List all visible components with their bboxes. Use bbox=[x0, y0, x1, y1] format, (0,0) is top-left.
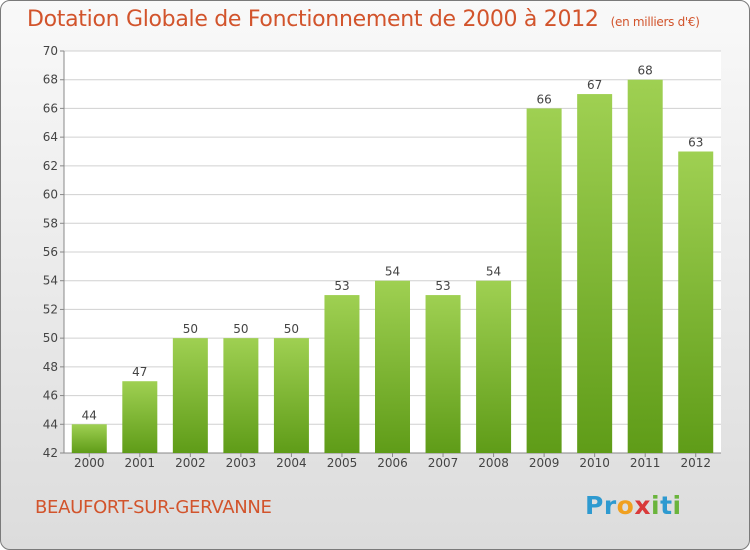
proxiti-logo: Proxiti bbox=[585, 491, 682, 520]
logo-letter: o bbox=[616, 491, 635, 520]
bar-value-label: 68 bbox=[638, 64, 653, 78]
y-tick-label: 50 bbox=[43, 331, 58, 345]
bar-value-label: 50 bbox=[284, 322, 299, 336]
x-tick-label: 2004 bbox=[276, 456, 307, 470]
y-tick-label: 68 bbox=[43, 73, 58, 87]
bar-value-label: 53 bbox=[334, 279, 349, 293]
y-tick-label: 66 bbox=[43, 101, 58, 115]
commune-name: BEAUFORT-SUR-GERVANNE bbox=[35, 497, 272, 518]
y-tick-label: 48 bbox=[43, 360, 58, 374]
bar-value-label: 50 bbox=[183, 322, 198, 336]
bar-value-label: 53 bbox=[435, 279, 450, 293]
bar bbox=[273, 338, 309, 453]
logo-letter: x bbox=[634, 491, 651, 520]
title-text: Dotation Globale de Fonctionnement de 20… bbox=[27, 7, 599, 32]
chart-subtitle: (en milliers d'€) bbox=[610, 15, 700, 29]
logo-letter: i bbox=[651, 491, 661, 520]
bar bbox=[627, 79, 663, 453]
x-tick-label: 2002 bbox=[175, 456, 206, 470]
bar-value-label: 50 bbox=[233, 322, 248, 336]
bar bbox=[526, 108, 562, 453]
y-tick-label: 42 bbox=[43, 446, 58, 460]
x-tick-label: 2008 bbox=[478, 456, 509, 470]
bar-value-label: 63 bbox=[688, 136, 703, 150]
logo-letter: r bbox=[603, 491, 617, 520]
bar bbox=[678, 151, 714, 453]
x-tick-label: 2009 bbox=[529, 456, 560, 470]
y-tick-label: 54 bbox=[43, 274, 58, 288]
x-tick-label: 2001 bbox=[125, 456, 156, 470]
y-tick-label: 60 bbox=[43, 188, 58, 202]
logo-letter: P bbox=[585, 491, 604, 520]
bar-value-label: 67 bbox=[587, 78, 602, 92]
bar-value-label: 54 bbox=[385, 265, 400, 279]
bar-value-label: 47 bbox=[132, 365, 147, 379]
bar bbox=[71, 424, 107, 453]
x-tick-label: 2011 bbox=[630, 456, 661, 470]
x-tick-label: 2010 bbox=[579, 456, 610, 470]
bar bbox=[375, 280, 410, 453]
chart-title: Dotation Globale de Fonctionnement de 20… bbox=[27, 7, 700, 32]
y-tick-label: 64 bbox=[43, 130, 58, 144]
bar bbox=[172, 338, 208, 453]
bar bbox=[223, 338, 259, 453]
x-tick-label: 2007 bbox=[428, 456, 459, 470]
bar bbox=[324, 295, 360, 453]
y-tick-label: 70 bbox=[43, 44, 58, 58]
bar bbox=[476, 280, 512, 453]
x-tick-label: 2003 bbox=[226, 456, 257, 470]
logo-letter: i bbox=[672, 491, 682, 520]
x-tick-label: 2006 bbox=[377, 456, 408, 470]
bar-value-label: 54 bbox=[486, 265, 501, 279]
y-tick-label: 44 bbox=[43, 417, 58, 431]
bar bbox=[425, 295, 461, 453]
y-tick-label: 56 bbox=[43, 245, 58, 259]
bar-value-label: 66 bbox=[536, 92, 551, 106]
x-tick-label: 2012 bbox=[680, 456, 711, 470]
logo-letter: t bbox=[660, 491, 673, 520]
bar-value-label: 44 bbox=[82, 408, 97, 422]
y-tick-label: 58 bbox=[43, 216, 58, 230]
x-tick-label: 2005 bbox=[327, 456, 358, 470]
y-tick-label: 52 bbox=[43, 302, 58, 316]
x-tick-label: 2000 bbox=[74, 456, 105, 470]
y-tick-label: 62 bbox=[43, 159, 58, 173]
bar bbox=[577, 94, 613, 454]
bar bbox=[122, 381, 158, 453]
y-tick-label: 46 bbox=[43, 389, 58, 403]
